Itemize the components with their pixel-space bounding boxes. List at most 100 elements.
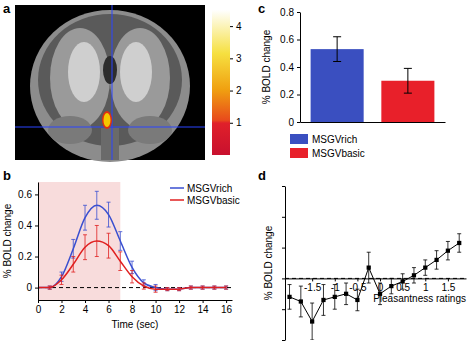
activation <box>104 113 111 127</box>
x-axis-tick: 8 <box>130 300 136 315</box>
error-bar <box>333 37 341 62</box>
colorbar-axis-tick-mark <box>230 91 233 92</box>
series-line <box>290 243 460 322</box>
x-axis-tick-label: 0 <box>378 283 384 294</box>
error-bar <box>130 271 134 283</box>
x-axis-tick: 10 <box>151 300 163 315</box>
x-axis-tick: 0.5 <box>396 278 410 293</box>
figure-svg: a1234b024681012141600.20.40.6Time (sec)%… <box>0 0 474 364</box>
x-axis-tick-label: 6 <box>106 304 112 315</box>
y-axis-tick-mark <box>282 217 285 218</box>
temporal-left <box>48 116 92 144</box>
y-axis-tick-label: 0.2 <box>280 89 294 100</box>
marker <box>287 295 291 299</box>
y-axis-tick: 0 <box>26 282 38 293</box>
x-axis-tick-label: 4 <box>83 304 89 315</box>
y-axis-tick <box>282 248 285 249</box>
x-axis-tick: 1 <box>423 278 429 293</box>
x-axis-tick-label: 14 <box>198 304 210 315</box>
marker <box>412 273 416 277</box>
legend-label: MSGVrich <box>187 183 232 194</box>
x-axis-tick-mark <box>85 300 86 303</box>
legend: MSGVrichMSGVbasic <box>290 134 365 159</box>
series-line <box>38 241 226 289</box>
marker <box>344 292 348 296</box>
y-axis-tick: 0.6 <box>18 189 38 200</box>
error-bar <box>107 202 111 227</box>
marker <box>333 295 337 299</box>
x-axis-tick-label: 0 <box>36 304 42 315</box>
error-bar <box>344 283 348 305</box>
head <box>30 10 190 162</box>
legend: MSGVrichMSGVbasic <box>170 183 240 206</box>
x-axis-tick-mark <box>448 278 449 281</box>
error-bar <box>48 286 52 289</box>
temporal-right <box>128 116 172 144</box>
x-axis: -1.5-1-0.500.511.5 <box>286 278 467 293</box>
marker <box>355 298 359 302</box>
x-axis-tick-mark <box>380 278 381 281</box>
y-axis <box>282 187 286 341</box>
y-axis-tick-label: 0 <box>288 117 294 128</box>
y-axis-title: % BOLD change <box>261 29 272 104</box>
y-axis-tick-mark <box>35 225 38 226</box>
y-axis: 00.20.40.6 <box>18 183 38 301</box>
error-bar <box>310 303 314 340</box>
y-axis-line <box>300 13 301 123</box>
image-background <box>15 5 205 160</box>
x-axis-tick: 12 <box>174 300 186 315</box>
y-axis-line <box>285 187 286 341</box>
error-bar <box>95 191 99 219</box>
error-bar <box>404 68 412 93</box>
x-axis-tick-label: 12 <box>174 304 186 315</box>
y-axis-tick: 0.2 <box>18 251 38 262</box>
x-axis-tick: 14 <box>198 300 210 315</box>
brain-image <box>15 5 205 162</box>
error-bar <box>299 286 303 317</box>
colorbar-axis-tick-label: 4 <box>236 21 242 32</box>
error-bar <box>71 257 75 273</box>
y-axis-tick-mark <box>297 122 300 123</box>
y-axis-tick-label: 0.2 <box>18 251 32 262</box>
plot-area <box>311 37 435 122</box>
colorbar-axis-tick-label: 1 <box>236 117 242 128</box>
stimulus-period <box>38 182 120 300</box>
y-axis-tick <box>282 309 285 310</box>
marker <box>446 249 450 253</box>
x-axis-tick-mark <box>425 278 426 281</box>
x-axis-tick-label: -0.5 <box>349 283 367 294</box>
x-axis-tick: 6 <box>106 300 112 315</box>
y-axis: 00.20.40.60.8 <box>280 7 300 128</box>
panel-label: d <box>258 168 266 183</box>
x-axis-tick-mark <box>312 278 313 281</box>
y-axis-tick-mark <box>282 340 285 341</box>
legend-swatch <box>290 148 308 158</box>
error-bar <box>118 252 122 271</box>
plot-area <box>285 234 466 340</box>
x-axis-tick-mark <box>179 300 180 303</box>
y-axis-tick: 0.6 <box>280 34 300 45</box>
white-matter-right <box>120 42 152 102</box>
x-axis-tick-mark <box>335 278 336 281</box>
x-axis-tick: 16 <box>221 300 233 315</box>
x-axis-tick-label: 16 <box>221 304 233 315</box>
error-bar <box>412 268 416 283</box>
colorbar-axis-tick-mark <box>230 58 233 59</box>
error-bar <box>435 251 439 269</box>
legend-label: MSGVrich <box>312 134 357 145</box>
panel-label: a <box>3 1 11 16</box>
x-axis-tick-mark <box>132 300 133 303</box>
legend-swatch <box>290 134 308 144</box>
error-bar <box>71 239 75 258</box>
error-bar <box>83 235 87 260</box>
error-bar <box>457 234 461 252</box>
error-bar <box>321 285 325 316</box>
x-axis <box>301 122 446 123</box>
error-bar <box>389 278 393 293</box>
crosshair-vertical <box>112 5 113 160</box>
error-bar <box>95 225 99 256</box>
error-bar <box>165 288 169 291</box>
colorbar-axis-tick: 1 <box>230 117 242 128</box>
colorbar <box>212 10 230 155</box>
y-axis-tick-mark <box>282 186 285 187</box>
